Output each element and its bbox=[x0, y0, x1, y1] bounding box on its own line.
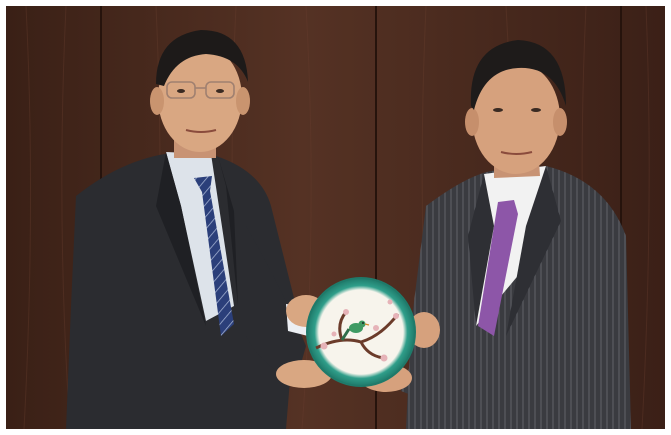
left-lapel bbox=[218, 156, 238, 306]
man-right bbox=[360, 40, 631, 429]
left-tie bbox=[194, 176, 234, 336]
left-ear bbox=[236, 87, 250, 115]
right-lapel bbox=[468, 174, 494, 326]
right-tie bbox=[478, 200, 518, 336]
left-lapel bbox=[156, 152, 206, 326]
right-arm bbox=[401, 306, 461, 401]
right-ear bbox=[465, 108, 479, 136]
left-face bbox=[158, 44, 242, 152]
plate-blossoms bbox=[320, 299, 399, 362]
left-hand bbox=[276, 360, 332, 388]
right-hair bbox=[470, 40, 566, 110]
right-hand bbox=[408, 312, 440, 348]
right-ear bbox=[553, 108, 567, 136]
photo-frame bbox=[6, 6, 665, 429]
left-suit-jacket bbox=[66, 152, 296, 429]
left-arm bbox=[246, 226, 306, 381]
left-hair bbox=[156, 30, 248, 86]
glasses-icon bbox=[166, 81, 235, 99]
right-face bbox=[472, 62, 560, 174]
decorative-plate bbox=[306, 277, 416, 387]
bird-icon bbox=[340, 320, 370, 341]
right-lapel bbox=[506, 166, 561, 336]
photo-scene bbox=[6, 6, 665, 429]
man-left bbox=[66, 30, 332, 429]
left-ear bbox=[150, 87, 164, 115]
